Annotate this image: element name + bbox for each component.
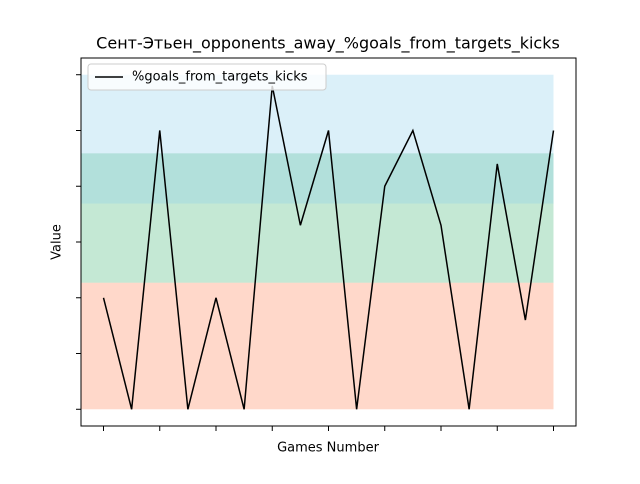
y-axis-label: Value [50, 224, 65, 260]
line [102, 85, 555, 410]
chart-title: Сент-Этьен_opponents_away_%goals_from_ta… [96, 34, 560, 54]
band [81, 153, 554, 283]
legend-label: %goals_from_targets_kicks [132, 70, 308, 85]
x-axis-label: Games Number [277, 441, 379, 456]
band [81, 74, 554, 204]
plot-frame [80, 57, 577, 427]
legend-box [87, 63, 327, 91]
band [81, 282, 554, 410]
